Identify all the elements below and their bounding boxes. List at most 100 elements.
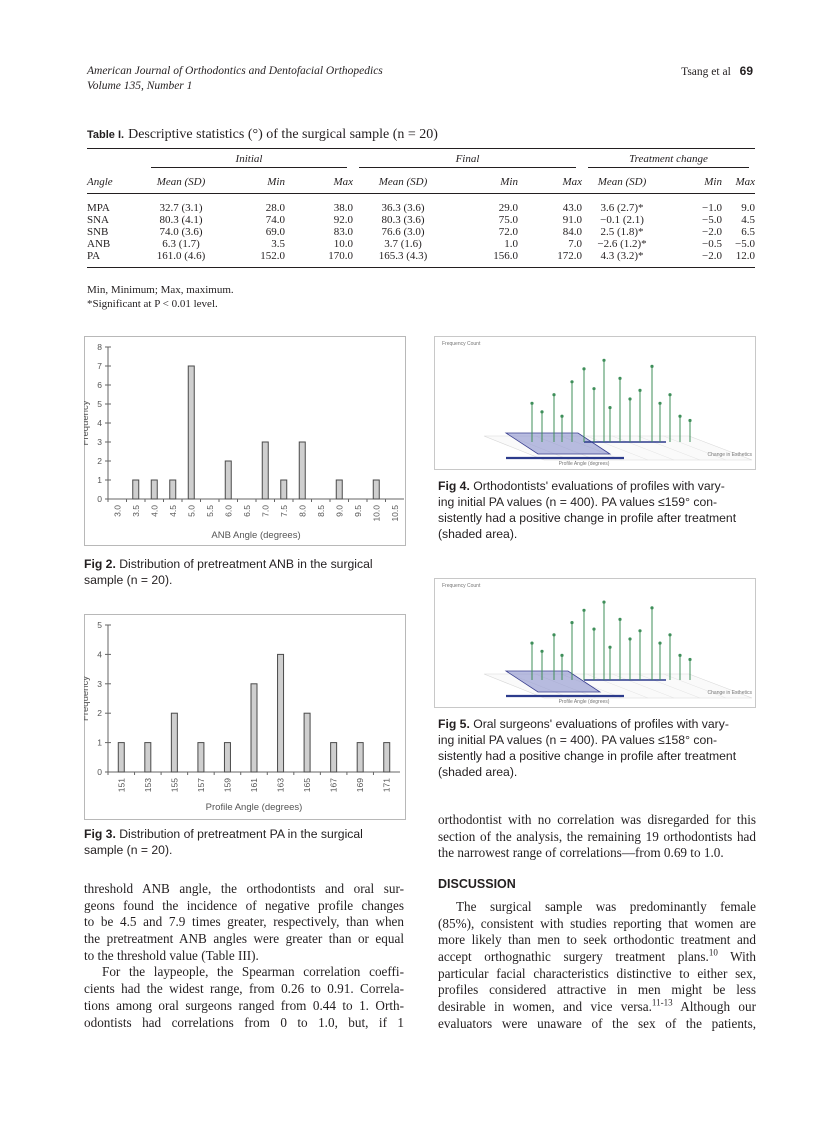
- table-cell: 2.5 (1.8)*: [600, 226, 644, 238]
- x-tick-label: 10.0: [371, 505, 381, 522]
- data-point: [650, 364, 654, 368]
- y-tick-label: 0: [97, 767, 102, 777]
- table-footnotes: Min, Minimum; Max, maximum. *Significant…: [87, 284, 234, 310]
- floor-gridline: [586, 673, 649, 699]
- table-cell: −2.0: [702, 226, 722, 238]
- x-tick-label: 3.5: [131, 505, 141, 517]
- data-point: [678, 414, 682, 418]
- shaded-area: [504, 670, 602, 693]
- histogram-bar: [298, 441, 306, 500]
- data-point: [540, 649, 544, 653]
- x-tick-label: 159: [222, 778, 232, 792]
- x-tick-label: 6.0: [223, 505, 233, 517]
- histogram-bar: [261, 441, 269, 500]
- data-point: [530, 641, 534, 645]
- table-cell: −5.0: [735, 238, 755, 250]
- floor-gridline: [663, 673, 727, 699]
- data-point: [582, 608, 586, 612]
- table-cell: 4.3 (3.2)*: [582, 250, 662, 268]
- table-cell: 83.0: [333, 226, 353, 238]
- z-axis-label: Frequency Count: [442, 341, 481, 347]
- y-tick-label: 1: [97, 738, 102, 748]
- table-row: SNA 80.3 (4.1) 74.0 92.0 80.3 (3.6) 75.0 91.0 −…: [87, 214, 755, 226]
- data-point: [570, 380, 574, 384]
- x-tick-label: 4.5: [168, 505, 178, 517]
- table-cell: 3.5: [271, 238, 285, 250]
- floor-gridline: [637, 435, 701, 461]
- fig2-caption: Fig 2. Distribution of pretreatment ANB …: [84, 557, 373, 587]
- floor-gridline: [637, 673, 701, 699]
- table-cell: 74.0 (3.6): [159, 226, 203, 238]
- y-tick-label: 2: [97, 708, 102, 718]
- y-tick-label: 2: [97, 456, 102, 466]
- x-tick-label: 9.5: [353, 505, 363, 517]
- table-cell: −2.6 (1.2)*: [597, 238, 647, 250]
- data-point: [658, 401, 662, 405]
- histogram-bar: [330, 742, 338, 773]
- table-cell: 165.3 (4.3): [353, 250, 453, 268]
- right-column-intro: orthodontist with no correlation was dis…: [438, 812, 756, 861]
- table-cell: 80.3 (3.6): [381, 214, 425, 226]
- table-cell: 6.3 (1.7): [162, 238, 200, 250]
- table-cell: −2.0: [662, 250, 722, 268]
- y-axis-label: Frequency: [84, 676, 91, 721]
- y-tick-label: 1: [97, 475, 102, 485]
- data-point: [688, 418, 692, 423]
- table-caption: Table I. Descriptive statistics (°) of th…: [87, 127, 438, 142]
- column-header: Min: [453, 171, 518, 194]
- table-cell: 92.0: [333, 214, 353, 226]
- column-header: Mean (SD): [145, 171, 217, 194]
- data-point: [582, 367, 586, 371]
- row-label: SNA: [87, 214, 110, 226]
- row-label: ANB: [87, 238, 111, 250]
- histogram-bar: [170, 712, 178, 773]
- column-header: Min: [662, 171, 722, 194]
- x-tick-label: 5.5: [205, 505, 215, 517]
- table-cell: 1.0: [504, 238, 518, 250]
- table-cell: 43.0: [562, 202, 582, 214]
- x-tick-label: 4.0: [149, 505, 159, 517]
- column-header: Min: [217, 171, 285, 194]
- table-cell: 170.0: [285, 250, 353, 268]
- table-cell: 32.7 (3.1): [159, 202, 203, 214]
- y-axis-label: Frequency: [84, 400, 91, 445]
- data-point: [592, 627, 596, 631]
- data-point: [592, 387, 596, 391]
- table-row: SNB 74.0 (3.6) 69.0 83.0 76.6 (3.0) 72.0 84.0 2…: [87, 226, 755, 238]
- data-point: [628, 397, 632, 401]
- data-point: [540, 410, 544, 414]
- data-point: [602, 358, 606, 362]
- group-initial: Initial: [145, 148, 353, 171]
- data-point: [570, 621, 574, 625]
- data-point: [552, 633, 556, 637]
- chart-frame: [84, 336, 406, 546]
- floor-gridline: [663, 435, 727, 461]
- table-cell: −1.0: [702, 202, 722, 214]
- x-tick-label: 155: [169, 778, 179, 792]
- table-cell: 12.0: [722, 250, 755, 268]
- y-axis-label: Change in Esthetics: [708, 690, 753, 696]
- table-cell: −0.5: [702, 238, 722, 250]
- histogram-bar: [356, 742, 364, 773]
- table-row: PA 161.0 (4.6) 152.0 170.0 165.3 (4.3) 156.0 1…: [87, 250, 755, 268]
- column-header: Angle: [87, 171, 145, 194]
- x-tick-label: 9.0: [334, 505, 344, 517]
- table-row: ANB 6.3 (1.7) 3.5 10.0 3.7 (1.6) 1.0 7.0 −2.6 (…: [87, 238, 755, 250]
- fig3-pa-histogram: 0 1 2 3 4 5 151 153 155 157 159 161 163 165 167 169 171 F…: [84, 614, 406, 820]
- group-treatment-change: Treatment change: [582, 148, 755, 171]
- journal-title: American Journal of Orthodontics and Den…: [87, 65, 383, 92]
- data-point: [628, 637, 632, 641]
- table-cell: 72.0: [498, 226, 518, 238]
- table-cell: 3.7 (1.6): [384, 238, 422, 250]
- histogram-bar: [187, 365, 195, 500]
- floor-gridline: [586, 435, 649, 461]
- table-cell: 4.5: [741, 214, 755, 226]
- x-tick-label: 5.0: [186, 505, 196, 517]
- histogram-bar: [280, 479, 288, 500]
- table-cell: 172.0: [518, 250, 582, 268]
- table-cell: 161.0 (4.6): [145, 250, 217, 268]
- y-axis-label: Change in Esthetics: [708, 452, 753, 458]
- fig3-caption: Fig 3. Distribution of pretreatment PA i…: [84, 827, 363, 857]
- table-cell: 7.0: [568, 238, 582, 250]
- x-axis-label: Profile Angle (degrees): [559, 699, 610, 705]
